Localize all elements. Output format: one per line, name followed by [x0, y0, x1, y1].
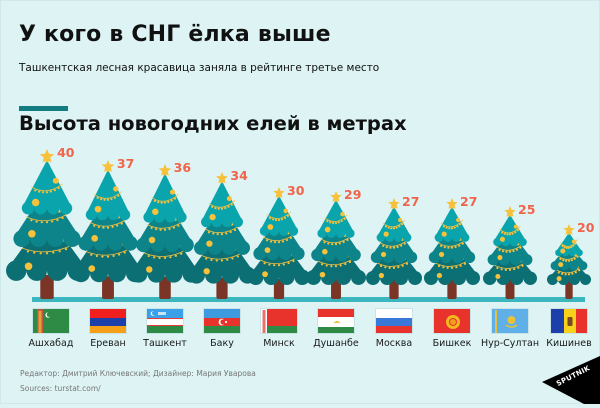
flag-kazakhstan-icon — [491, 308, 529, 334]
chart-title: Высота новогодних елей в метрах — [19, 112, 407, 135]
flag-armenia-icon — [89, 308, 127, 334]
flag-belarus-icon — [260, 308, 298, 334]
christmas-tree-icon — [423, 197, 481, 299]
christmas-tree-icon — [546, 223, 592, 299]
sputnik-logo: SPUTNIK — [538, 356, 600, 404]
tree-height-value: 30 — [287, 183, 305, 198]
christmas-tree-icon — [187, 171, 257, 299]
page-title: У кого в СНГ ёлка выше — [19, 22, 331, 47]
flag-russia-icon — [375, 308, 413, 334]
city-label: Баку — [210, 338, 234, 349]
flag-uzbekistan-icon — [146, 308, 184, 334]
credits-text: Редактор: Дмитрий Ключевский; Дизайнер: … — [20, 369, 256, 378]
city-label: Ашхабад — [28, 338, 74, 349]
city-label: Бишкек — [432, 338, 472, 349]
city-label: Душанбе — [313, 338, 359, 349]
tree-height-value: 36 — [173, 160, 192, 175]
tree-height-value: 29 — [344, 187, 362, 202]
christmas-tree-icon — [247, 186, 311, 299]
tree-height-value: 34 — [230, 168, 248, 183]
city-label: Нур-Султан — [480, 338, 540, 349]
christmas-tree-icon — [129, 163, 201, 299]
flag-azerbaijan-icon — [203, 308, 241, 334]
sources-text: Sources: turstat.com/ — [20, 384, 101, 393]
tree-height-value: 20 — [577, 220, 595, 235]
tree-height-value: 25 — [518, 202, 536, 217]
city-label: Ташкент — [143, 338, 187, 349]
city-label: Ереван — [90, 338, 126, 349]
christmas-tree-icon — [365, 197, 423, 299]
flag-turkmenistan-icon — [32, 308, 70, 334]
city-label: Минск — [263, 338, 295, 349]
city-label: Москва — [375, 338, 413, 349]
tree-height-value: 40 — [57, 145, 75, 160]
flag-tajikistan-icon — [317, 308, 355, 334]
christmas-tree-icon — [71, 159, 145, 299]
christmas-tree-icon — [305, 190, 367, 299]
tree-height-value: 37 — [116, 156, 135, 171]
sputnik-logo-shape — [542, 356, 600, 404]
accent-divider — [19, 106, 68, 111]
tree-height-value: 27 — [402, 194, 420, 209]
page-subtitle: Ташкентская лесная красавица заняла в ре… — [19, 62, 380, 74]
tree-height-value: 27 — [460, 194, 478, 209]
ground-line — [32, 297, 585, 302]
christmas-tree-icon — [482, 205, 538, 299]
flag-moldova-icon — [550, 308, 588, 334]
city-label: Кишинев — [546, 338, 592, 349]
flag-kyrgyzstan-icon — [433, 308, 471, 334]
